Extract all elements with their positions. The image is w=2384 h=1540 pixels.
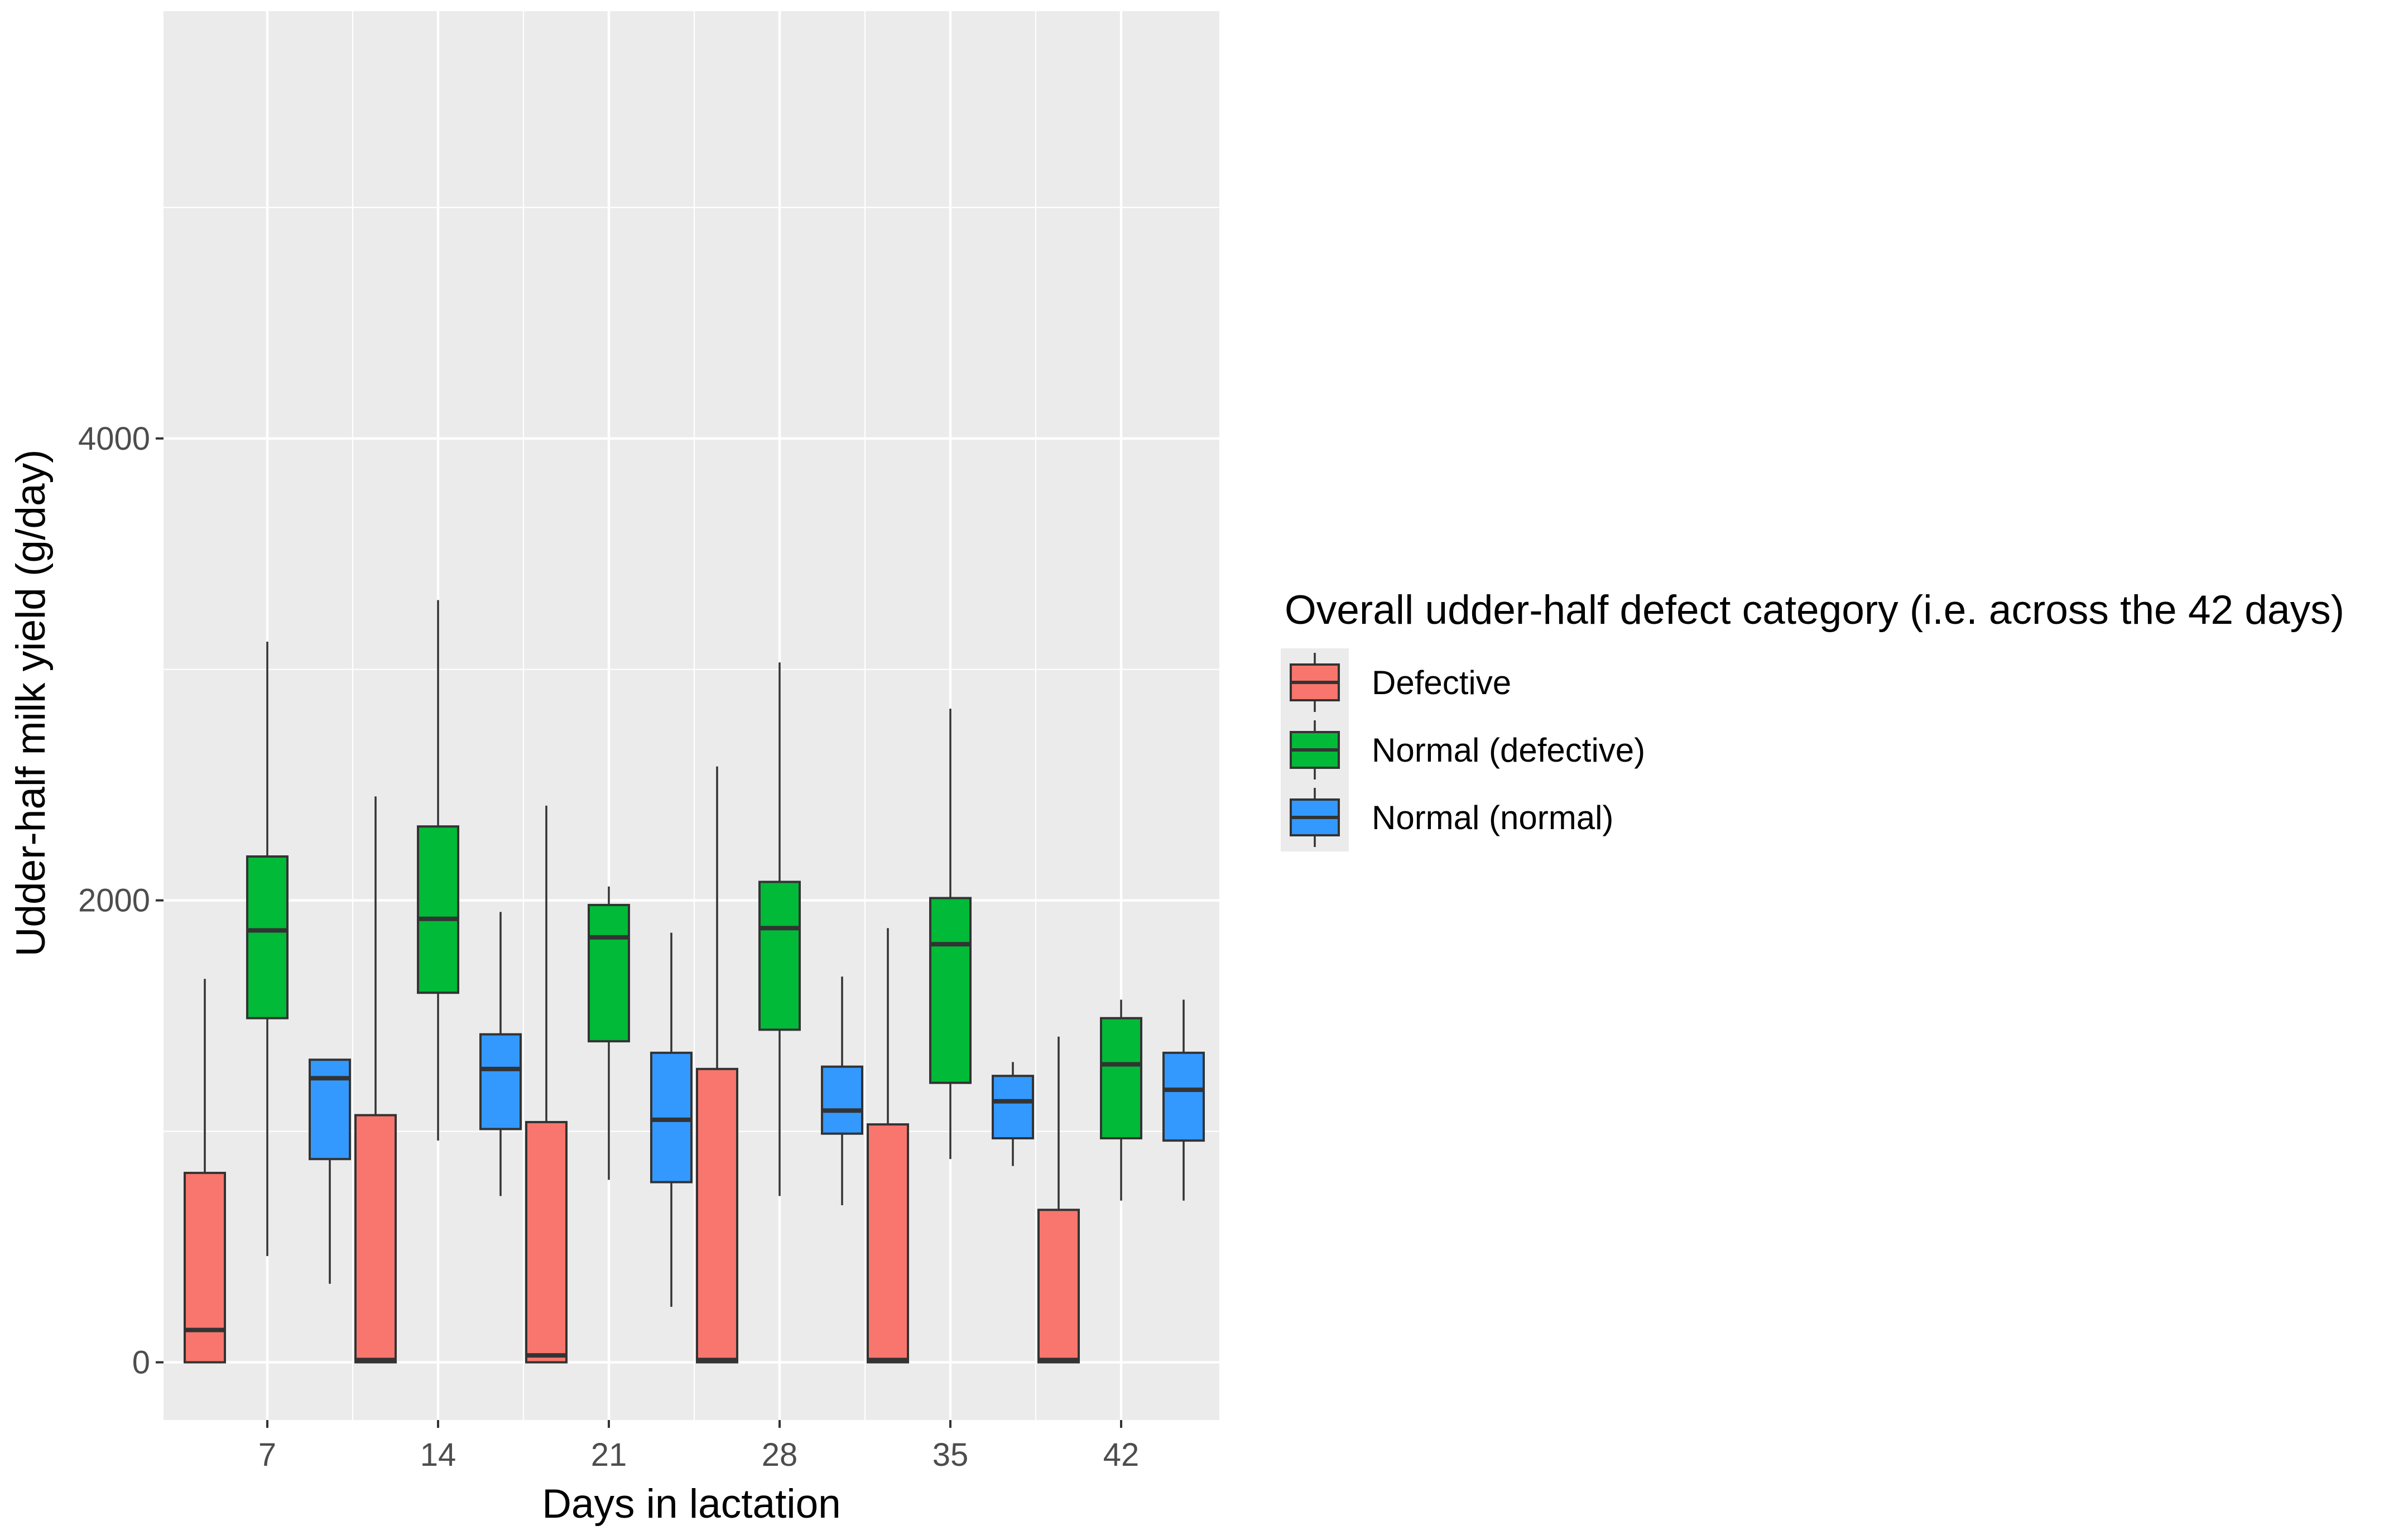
box-group: [184, 979, 226, 1364]
box: [1162, 1051, 1205, 1142]
x-tick-label: 14: [420, 1437, 456, 1473]
plot-panel: [164, 11, 1219, 1420]
legend-title: Overall udder-half defect category (i.e.…: [1285, 588, 2344, 633]
y-axis-title: Udder-half milk yield (g/day): [8, 450, 54, 957]
box: [929, 897, 972, 1084]
box-group: [992, 1062, 1034, 1166]
legend-label: Defective: [1372, 664, 1511, 701]
y-tick-label: 2000: [78, 883, 150, 919]
box: [992, 1075, 1034, 1139]
legend: Overall udder-half defect category (i.e.…: [1281, 588, 2344, 851]
box: [354, 1114, 397, 1364]
x-axis-title: Days in lactation: [542, 1481, 841, 1527]
box-group: [525, 805, 568, 1364]
box-group: [417, 600, 459, 1141]
x-tick-label: 7: [258, 1437, 276, 1473]
y-tick-label: 0: [132, 1345, 150, 1381]
legend-label: Normal (normal): [1372, 799, 1613, 836]
x-tick-label: 21: [591, 1437, 627, 1473]
box-group: [1037, 1036, 1080, 1364]
box-group: [650, 932, 693, 1307]
legend-item: Defective: [1281, 648, 1511, 716]
box-group: [246, 642, 289, 1257]
axes: 0 2000 4000 7 14 21 28 35 42: [78, 421, 1139, 1473]
box-group: [354, 796, 397, 1364]
box: [588, 903, 630, 1043]
box: [417, 825, 459, 994]
box: [821, 1065, 863, 1135]
box-group: [696, 766, 738, 1364]
box: [867, 1123, 909, 1364]
x-tick-label: 35: [933, 1437, 969, 1473]
box: [184, 1172, 226, 1364]
x-tick-label: 28: [762, 1437, 798, 1473]
box-group: [1100, 999, 1142, 1201]
box: [1100, 1017, 1142, 1140]
box: [309, 1058, 351, 1161]
y-tick-label: 4000: [78, 421, 150, 457]
box-group: [479, 912, 522, 1196]
box: [696, 1067, 738, 1364]
legend-item: Normal (normal): [1281, 783, 1613, 851]
grid-lines: [164, 11, 1219, 1420]
legend-item: Normal (defective): [1281, 716, 1645, 784]
box-layer: [184, 600, 1205, 1364]
box: [650, 1051, 693, 1183]
box-group: [867, 928, 909, 1364]
box-group: [588, 886, 630, 1180]
box: [479, 1033, 522, 1130]
box-group: [821, 976, 863, 1206]
box: [246, 855, 289, 1019]
box-group: [758, 662, 801, 1196]
box: [758, 880, 801, 1031]
box-group: [309, 1058, 351, 1284]
x-tick-label: 42: [1103, 1437, 1140, 1473]
box-group: [929, 709, 972, 1159]
box-group: [1162, 999, 1205, 1201]
box: [525, 1121, 568, 1364]
box: [1037, 1209, 1080, 1364]
legend-label: Normal (defective): [1372, 732, 1645, 769]
